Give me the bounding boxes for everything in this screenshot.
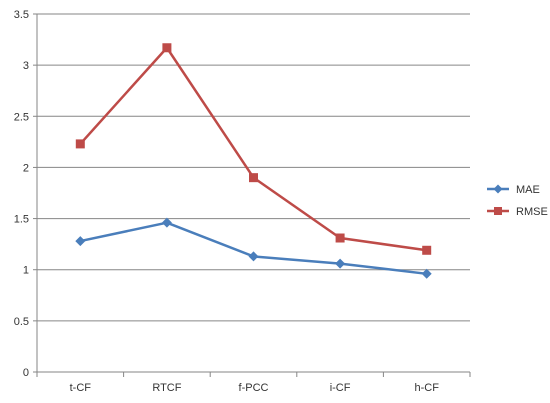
y-tick-label: 2	[23, 162, 29, 174]
legend-label-rmse: RMSE	[516, 206, 548, 218]
x-tick-label: RTCF	[152, 382, 181, 394]
y-tick-label: 3.5	[14, 9, 29, 21]
data-point-mae	[75, 236, 86, 247]
data-point-rmse	[249, 173, 258, 183]
data-point-rmse	[162, 43, 172, 53]
series-line-mae	[80, 221, 427, 276]
y-tick-label: 1.5	[14, 214, 29, 226]
x-tick-label: f-PCC	[239, 382, 269, 394]
data-point-mae	[161, 217, 172, 228]
series-line-rmse	[79, 46, 427, 252]
data-point-mae	[248, 251, 259, 262]
legend-marker-mae	[493, 184, 503, 194]
y-tick-label: 2.5	[14, 111, 29, 123]
y-tick-label: 0	[23, 367, 29, 379]
x-tick-label: h-CF	[414, 382, 439, 394]
legend-marker-rmse	[494, 207, 502, 215]
x-tick-label: i-CF	[330, 382, 351, 394]
y-tick-label: 3	[23, 60, 29, 72]
data-point-mae	[421, 268, 432, 279]
data-point-rmse	[422, 245, 432, 255]
data-point-rmse	[335, 233, 345, 243]
y-tick-label: 0.5	[14, 316, 29, 328]
x-tick-label: t-CF	[70, 382, 92, 394]
data-point-rmse	[75, 139, 85, 149]
legend-label-mae: MAE	[516, 184, 540, 196]
y-tick-label: 1	[23, 265, 29, 277]
data-point-mae	[335, 258, 346, 269]
